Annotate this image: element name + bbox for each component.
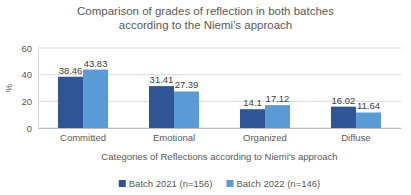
bar: [331, 107, 356, 128]
y-tick-label: 0: [27, 123, 32, 134]
x-tick: Emotional: [153, 128, 195, 143]
x-axis-title: Categories of Reflections according to N…: [101, 151, 337, 162]
y-tick-label: 60: [21, 43, 32, 54]
x-tick-label: Committed: [60, 132, 106, 143]
y-tick: 40: [21, 69, 38, 80]
bar: [356, 112, 381, 128]
bar: [58, 77, 83, 128]
legend: Batch 2021 (n=156) Batch 2022 (n=146): [119, 178, 320, 189]
data-label: 27.39: [175, 79, 199, 90]
data-labels: 38.46 31.41 14.1 16.02 43.83 27.39 17.12 11.64: [59, 58, 380, 112]
plot: 0 20 40 60 38.46 31.41 14.1 16.02 43.83 27.39 17.1…: [21, 43, 401, 143]
x-axis: Committed Emotional Organized Diffuse: [39, 128, 402, 143]
title: Comparison of grades of reflection in bo…: [77, 5, 334, 31]
chart: Comparison of grades of reflection in bo…: [0, 0, 411, 195]
data-label: 31.41: [150, 74, 174, 85]
y-tick: 20: [21, 96, 38, 107]
x-axis-line: [39, 128, 402, 129]
legend-item: Batch 2021 (n=156): [119, 178, 213, 189]
bar: [83, 70, 108, 128]
y-tick-label: 20: [21, 96, 32, 107]
bar: [149, 86, 174, 128]
x-tick: Organized: [243, 128, 287, 143]
grid-line: [38, 48, 401, 49]
legend-label: Batch 2022 (n=146): [237, 178, 321, 189]
y-tick: 60: [21, 43, 38, 54]
title-line: Comparison of grades of reflection in bo…: [77, 5, 334, 17]
y-axis-title: %: [3, 83, 14, 92]
y-axis-line: [38, 49, 39, 129]
legend-item: Batch 2022 (n=146): [227, 178, 321, 189]
data-label: 11.64: [357, 100, 380, 111]
y-axis: 0 20 40 60: [21, 43, 38, 134]
title-line: according to the Niemi's approach: [119, 19, 293, 31]
bar: [174, 91, 199, 128]
data-label: 43.83: [84, 58, 108, 69]
grid: [38, 48, 401, 128]
data-label: 38.46: [59, 65, 83, 76]
bars: [58, 70, 381, 128]
data-label: 17.12: [266, 93, 290, 104]
x-tick: Diffuse: [341, 128, 370, 143]
bar: [240, 109, 265, 128]
legend-swatch: [227, 180, 234, 187]
data-label: 16.02: [332, 95, 356, 106]
y-tick: 0: [27, 123, 38, 134]
y-tick-label: 40: [21, 69, 32, 80]
x-tick-label: Diffuse: [341, 132, 370, 143]
x-tick: Committed: [60, 128, 106, 143]
legend-label: Batch 2021 (n=156): [129, 178, 213, 189]
data-label: 14.1: [243, 97, 261, 108]
bar: [265, 105, 290, 128]
x-tick-label: Organized: [243, 132, 287, 143]
legend-swatch: [119, 180, 126, 187]
x-tick-label: Emotional: [153, 132, 195, 143]
